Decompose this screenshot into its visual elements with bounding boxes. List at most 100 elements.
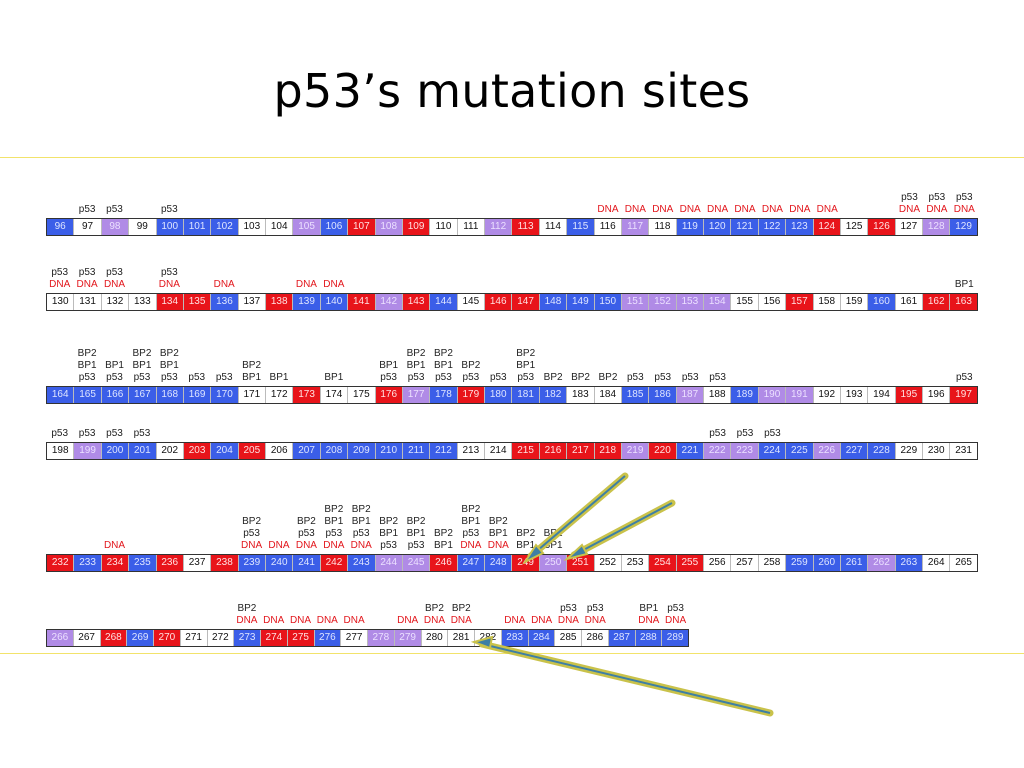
residue-255: 255	[676, 555, 704, 571]
annotation-label: DNA	[289, 615, 312, 626]
annotation-label: DNA	[584, 615, 606, 626]
residue-237: 237	[183, 555, 212, 571]
annotation-label: DNA	[679, 204, 701, 215]
annotation-label: BP1	[406, 528, 426, 539]
residue-159: 159	[840, 294, 869, 310]
residue-271: 271	[180, 630, 208, 646]
annotation-label: BP2	[425, 603, 444, 614]
residue-202: 202	[156, 443, 184, 459]
residue-194: 194	[868, 387, 896, 403]
residue-155: 155	[731, 294, 759, 310]
residue-strip: 130 131 132 133 134 135 136 137 138 139 140 141 142 1…	[46, 293, 978, 311]
residue-156: 156	[758, 294, 787, 310]
annotation-label: DNA	[49, 279, 71, 290]
residue-218: 218	[594, 443, 622, 459]
annotation-label: p53	[380, 540, 397, 551]
annotation-layer: p53 DNA p53 DNA p53 DNA p53 DNA DNA DNA DNA BP1	[46, 256, 978, 316]
annotation-layer: BP2 BP1 p53 BP1 p53 BP2 BP1 p53 BP2 BP1 p53 p53 p53 B…	[46, 330, 978, 390]
annotation-label: p53	[654, 372, 672, 383]
annotation-label: DNA	[638, 615, 660, 626]
residue-263: 263	[895, 555, 923, 571]
residue-172: 172	[266, 387, 294, 403]
residue-239: 239	[238, 555, 266, 571]
residue-227: 227	[840, 443, 869, 459]
annotation-layer: p53 p53 p53 DNA DNA DNA DNA DNA DNA DNA DNA DNA p53 D…	[46, 180, 978, 240]
annotation-label: p53	[106, 428, 123, 439]
residue-136: 136	[211, 294, 239, 310]
residue-135: 135	[183, 294, 212, 310]
annotation-label: BP2	[242, 516, 262, 527]
residue-144: 144	[430, 294, 458, 310]
residue-195: 195	[895, 387, 923, 403]
residue-198: 198	[47, 443, 75, 459]
residue-strip: 232 233 234 235 236 237 238 239 240 241 242 243 244 2…	[46, 554, 978, 572]
residue-97: 97	[74, 219, 102, 235]
residue-272: 272	[207, 630, 235, 646]
residue-row: DNA BP2 p53 DNA DNA BP2 p53 DNA BP2 BP1 p53 DNA BP2 B…	[46, 480, 978, 572]
annotation-label: p53	[517, 372, 535, 383]
residue-117: 117	[621, 219, 650, 235]
residue-168: 168	[156, 387, 184, 403]
residue-strip: 164 165 166 167 168 169 170 171 172 173 174 175 176 1…	[46, 386, 978, 404]
residue-strip: 198 199 200 201 202 203 204 205 206 207 208 209 210 2…	[46, 442, 978, 460]
annotation-label: p53	[298, 528, 315, 539]
residue-251: 251	[567, 555, 595, 571]
annotation-label: p53	[325, 528, 343, 539]
residue-157: 157	[786, 294, 814, 310]
residue-177: 177	[402, 387, 431, 403]
annotation-label: DNA	[557, 615, 579, 626]
residue-217: 217	[567, 443, 595, 459]
annotation-layer: DNA BP2 p53 DNA DNA BP2 p53 DNA BP2 BP1 p53 DNA BP2 B…	[46, 480, 978, 551]
annotation-label: p53	[188, 372, 206, 383]
annotation-label: DNA	[263, 615, 285, 626]
residue-153: 153	[676, 294, 704, 310]
annotation-label: p53	[764, 428, 781, 439]
residue-128: 128	[923, 219, 951, 235]
residue-270: 270	[154, 630, 181, 646]
residue-139: 139	[293, 294, 321, 310]
residue-276: 276	[314, 630, 342, 646]
residue-279: 279	[394, 630, 422, 646]
residue-241: 241	[293, 555, 321, 571]
residue-162: 162	[923, 294, 951, 310]
residue-224: 224	[758, 443, 787, 459]
residue-212: 212	[430, 443, 458, 459]
annotation-label: BP2	[77, 348, 97, 359]
residue-275: 275	[287, 630, 315, 646]
residue-123: 123	[786, 219, 814, 235]
residue-215: 215	[512, 443, 540, 459]
residue-235: 235	[129, 555, 157, 571]
annotation-label: p53	[901, 192, 918, 203]
annotation-label: p53	[586, 603, 604, 614]
residue-234: 234	[101, 555, 130, 571]
residue-180: 180	[485, 387, 513, 403]
annotation-label: DNA	[707, 204, 729, 215]
annotation-label: p53	[161, 267, 178, 278]
residue-228: 228	[868, 443, 896, 459]
annotation-label: DNA	[450, 615, 472, 626]
annotation-label: DNA	[103, 540, 126, 551]
residue-169: 169	[183, 387, 212, 403]
annotation-label: p53	[78, 428, 96, 439]
residue-96: 96	[47, 219, 75, 235]
residue-243: 243	[348, 555, 376, 571]
residue-170: 170	[211, 387, 239, 403]
residue-115: 115	[567, 219, 595, 235]
residue-209: 209	[348, 443, 376, 459]
annotation-label: BP2	[598, 372, 618, 383]
residue-171: 171	[238, 387, 266, 403]
residue-138: 138	[266, 294, 294, 310]
annotation-label: BP1	[954, 279, 974, 290]
residue-257: 257	[731, 555, 759, 571]
annotation-label: BP2	[159, 348, 179, 359]
annotation-label: DNA	[241, 540, 263, 551]
residue-249: 249	[512, 555, 540, 571]
residue-173: 173	[293, 387, 321, 403]
residue-181: 181	[512, 387, 540, 403]
residue-120: 120	[704, 219, 732, 235]
residue-266: 266	[47, 630, 74, 646]
residue-210: 210	[375, 443, 403, 459]
annotation-label: DNA	[343, 615, 365, 626]
residue-268: 268	[100, 630, 128, 646]
residue-232: 232	[47, 555, 75, 571]
